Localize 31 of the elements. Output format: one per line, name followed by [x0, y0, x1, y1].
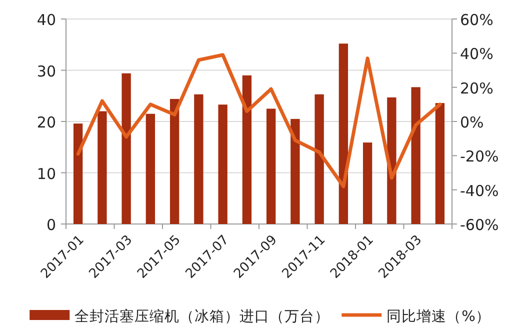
y-tick-label: 40: [36, 11, 56, 29]
y-tick-label: 20: [36, 114, 56, 132]
y-tick-label: 30: [36, 62, 56, 80]
bar: [314, 94, 324, 224]
bar: [242, 75, 252, 224]
y2-tick-label: 0%: [460, 114, 484, 132]
bar: [362, 142, 372, 224]
bar: [73, 124, 83, 224]
y-tick-label: 10: [36, 164, 56, 183]
bar: [338, 44, 348, 224]
y2-tick-label: 20%: [460, 79, 494, 98]
y2-tick-label: -40%: [460, 182, 499, 200]
bar: [411, 87, 420, 224]
line-series: [76, 53, 442, 188]
bar: [146, 114, 156, 224]
y2-tick-label: 60%: [460, 11, 494, 29]
y2-tick-label: -20%: [460, 148, 499, 166]
bar: [435, 103, 445, 224]
bar: [218, 104, 228, 224]
bar: [98, 111, 107, 224]
bar: [122, 73, 131, 224]
bar: [266, 108, 276, 224]
y-tick-label: 0: [46, 216, 56, 234]
bar: [170, 98, 180, 224]
y2-tick-label: 40%: [460, 45, 494, 64]
y2-tick-label: -60%: [460, 216, 499, 234]
bar: [290, 118, 300, 224]
bar: [194, 94, 204, 224]
legend-label: 同比增速（%）: [386, 308, 490, 325]
legend-label: 全封活塞压缩机（冰箱）进口（万台）: [74, 308, 330, 325]
bar: [387, 97, 396, 224]
